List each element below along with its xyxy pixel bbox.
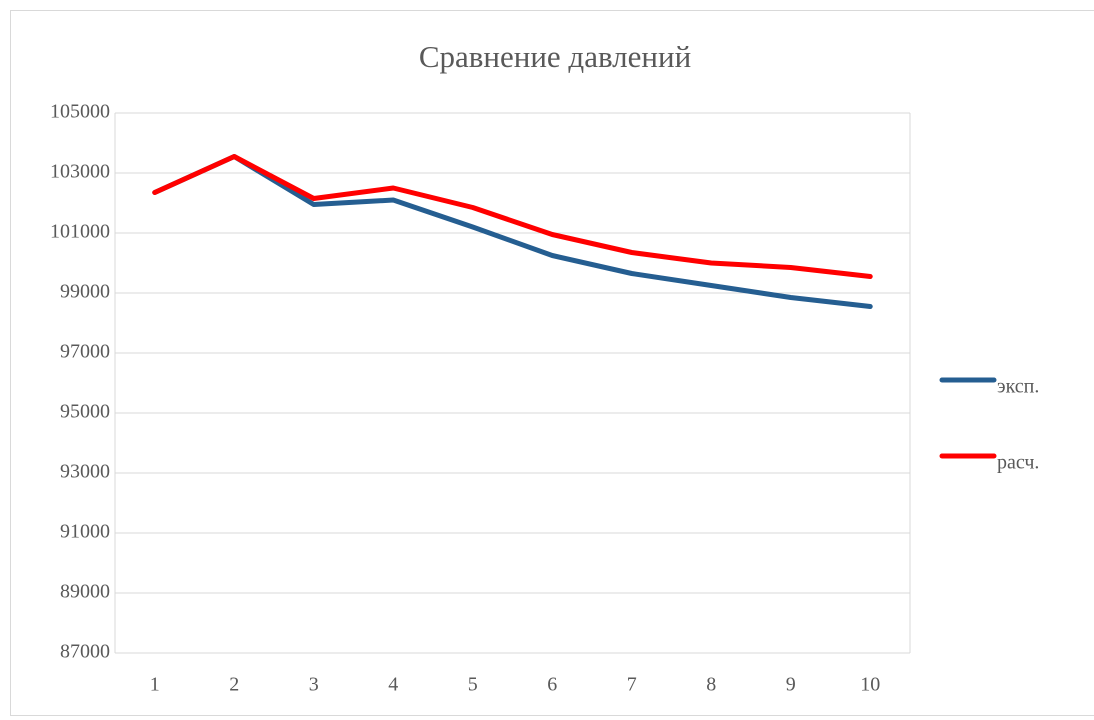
legend-label: эксп. <box>997 376 1039 398</box>
y-tick-label: 95000 <box>60 401 110 423</box>
y-tick-label: 89000 <box>60 581 110 603</box>
x-tick-label: 1 <box>150 674 160 696</box>
x-tick-label: 8 <box>706 674 716 696</box>
x-tick-label: 6 <box>547 674 557 696</box>
chart-border <box>10 10 1094 716</box>
legend-label: расч. <box>997 452 1039 474</box>
series-line <box>152 154 873 279</box>
y-tick-label: 97000 <box>60 341 110 363</box>
x-tick-label: 3 <box>309 674 319 696</box>
x-tick-label: 10 <box>860 674 880 696</box>
y-tick-label: 87000 <box>60 641 110 663</box>
x-tick-label: 7 <box>627 674 637 696</box>
x-tick-label: 9 <box>786 674 796 696</box>
series-line <box>152 154 873 309</box>
y-tick-label: 101000 <box>50 221 110 243</box>
x-tick-label: 4 <box>388 674 398 696</box>
y-tick-label: 99000 <box>60 281 110 303</box>
y-tick-label: 93000 <box>60 461 110 483</box>
y-tick-label: 103000 <box>50 161 110 183</box>
x-tick-label: 5 <box>468 674 478 696</box>
y-tick-label: 91000 <box>60 521 110 543</box>
x-tick-label: 2 <box>229 674 239 696</box>
chart-title: Сравнение давлений <box>419 39 691 74</box>
y-tick-label: 105000 <box>50 101 110 123</box>
